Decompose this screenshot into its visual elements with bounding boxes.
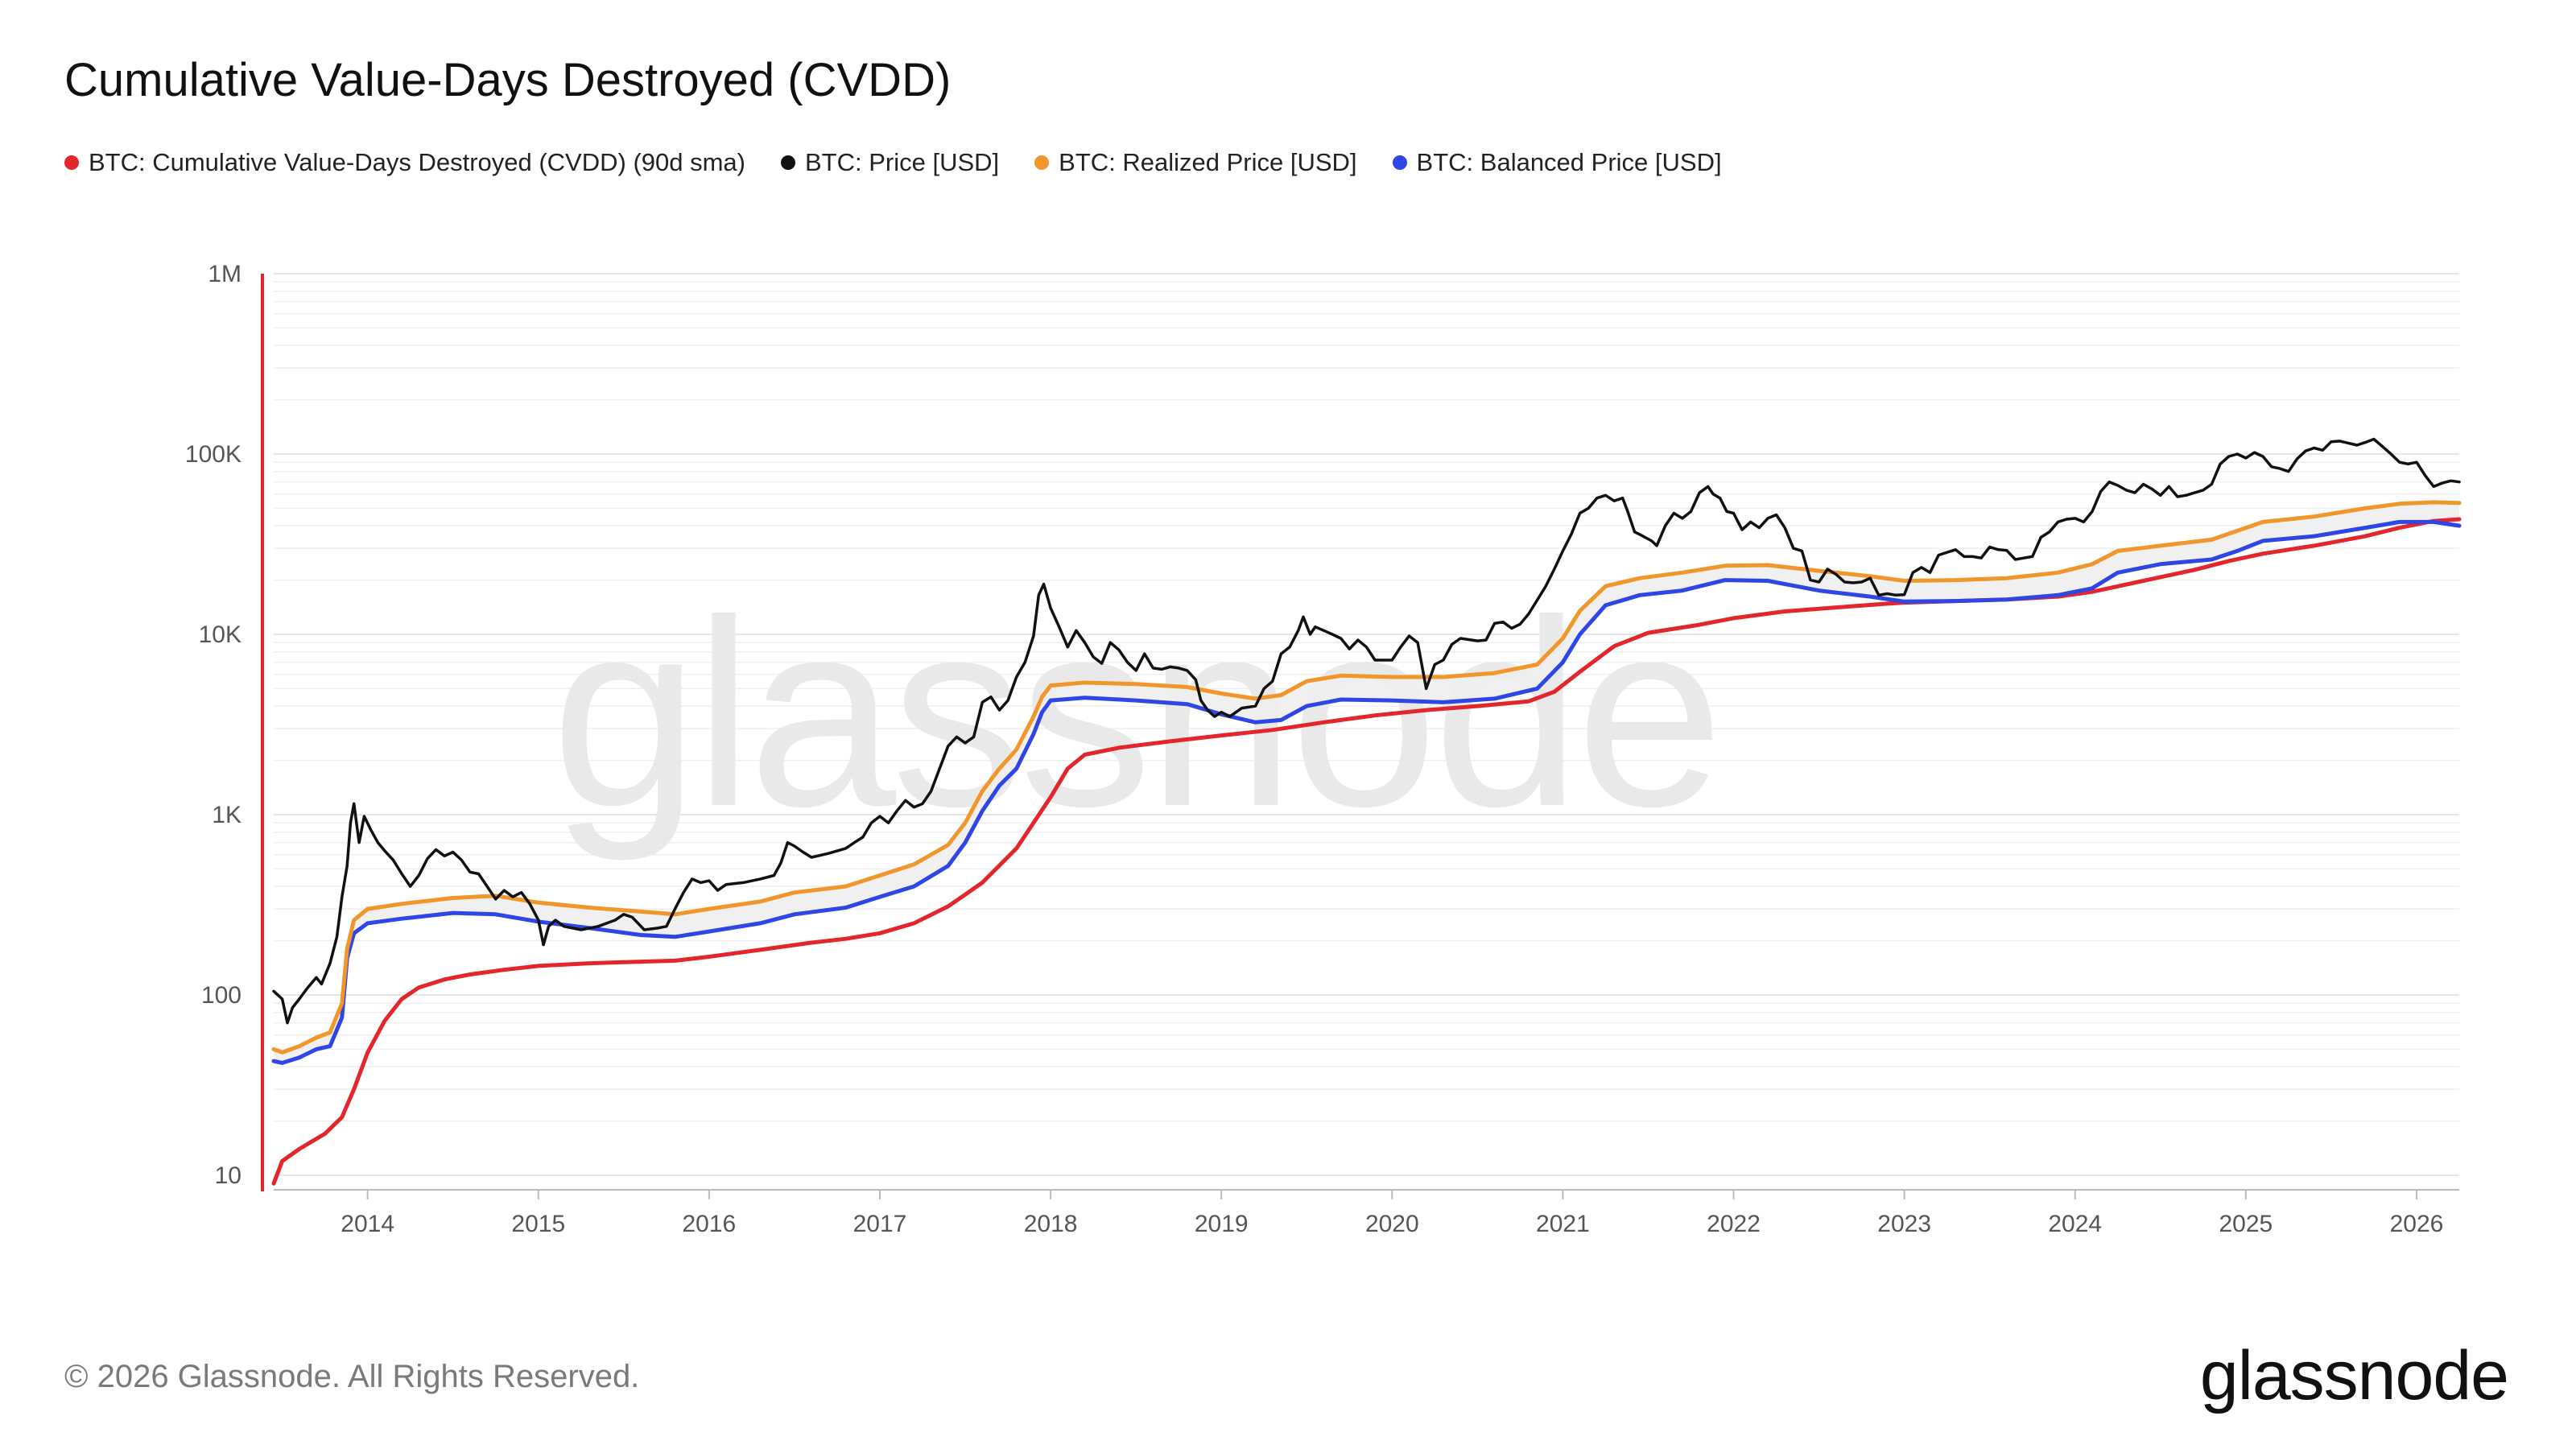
legend-dot-cvdd [64, 155, 79, 170]
legend-dot-price [781, 155, 795, 170]
series-layer [271, 437, 2462, 1186]
legend-item-cvdd[interactable]: BTC: Cumulative Value-Days Destroyed (CV… [64, 148, 745, 177]
watermark: glassnode [551, 564, 1719, 863]
legend-item-price[interactable]: BTC: Price [USD] [781, 148, 999, 177]
x-tick-label: 2024 [2048, 1211, 2102, 1237]
x-tick-label: 2018 [1024, 1211, 1078, 1237]
x-tick-label: 2017 [853, 1211, 907, 1237]
brand-logo: glassnode [2199, 1337, 2509, 1414]
legend-label-price: BTC: Price [USD] [805, 148, 1000, 176]
x-tick-label: 2023 [1877, 1211, 1931, 1237]
x-ticks: 2014 2015 2016 2017 2018 2019 2020 2021 2022 2023… [341, 1190, 2443, 1237]
y-tick-label: 100K [185, 441, 242, 468]
series-line-balanced-price [271, 519, 2462, 1065]
legend-label-realized-price: BTC: Realized Price [USD] [1059, 148, 1357, 176]
chart-title: Cumulative Value-Days Destroyed (CVDD) [64, 54, 952, 106]
x-tick-label: 2015 [511, 1211, 565, 1237]
x-tick-label: 2016 [683, 1211, 737, 1237]
y-ticks: 10 100 1K 10K 100K 1M [185, 261, 242, 1189]
y-tick-label: 10 [215, 1162, 242, 1189]
legend-label-balanced-price: BTC: Balanced Price [USD] [1416, 148, 1722, 176]
y-tick-label: 100 [201, 982, 242, 1009]
y-tick-label: 1M [208, 261, 242, 287]
x-tick-label: 2026 [2390, 1211, 2444, 1237]
x-tick-label: 2022 [1707, 1211, 1761, 1237]
series-line-realized-price [271, 500, 2462, 1055]
x-tick-label: 2025 [2219, 1211, 2273, 1237]
series-line-price [272, 437, 2461, 1025]
legend-item-realized-price[interactable]: BTC: Realized Price [USD] [1034, 148, 1357, 177]
legend-item-balanced-price[interactable]: BTC: Balanced Price [USD] [1392, 148, 1722, 177]
copyright-footer: © 2026 Glassnode. All Rights Reserved. [64, 1359, 640, 1394]
legend-dot-realized-price [1034, 155, 1050, 170]
legend-dot-balanced-price [1392, 155, 1407, 170]
y-tick-label: 10K [199, 621, 242, 648]
legend: BTC: Cumulative Value-Days Destroyed (CV… [64, 148, 1722, 177]
legend-label-cvdd: BTC: Cumulative Value-Days Destroyed (CV… [89, 148, 745, 176]
x-tick-label: 2019 [1195, 1211, 1249, 1237]
y-tick-label: 1K [212, 802, 242, 828]
x-tick-label: 2014 [341, 1211, 394, 1237]
x-tick-label: 2021 [1536, 1211, 1590, 1237]
x-tick-label: 2020 [1365, 1211, 1419, 1237]
